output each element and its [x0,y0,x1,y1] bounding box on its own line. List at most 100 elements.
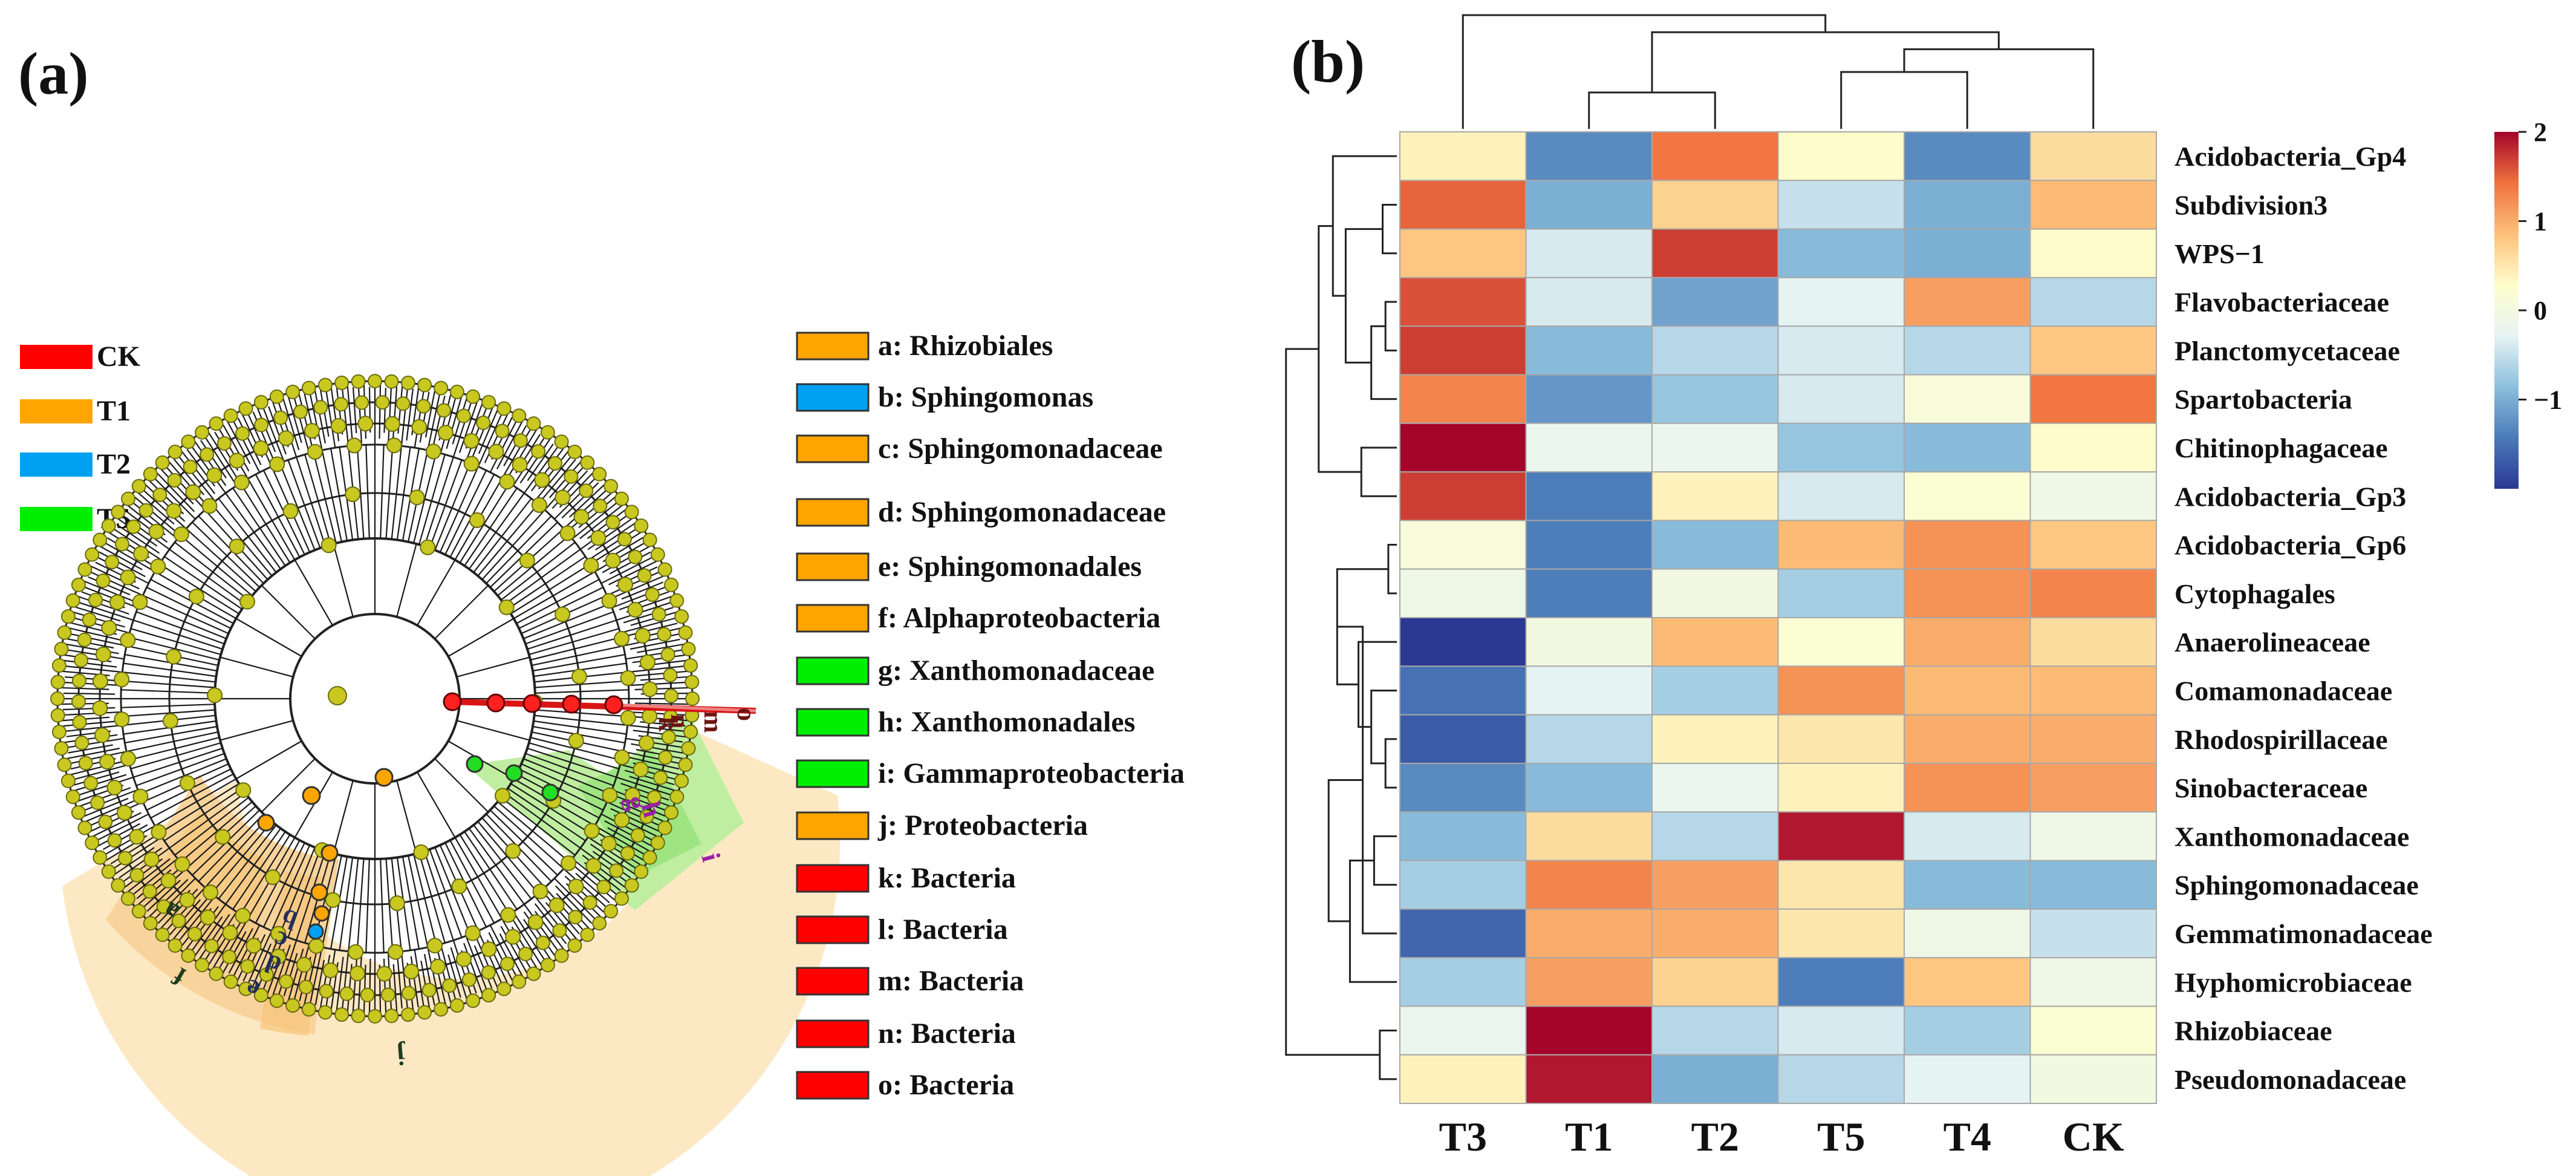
node-f [302,786,321,805]
tree-node [60,609,76,624]
tree-node [278,430,294,446]
row-dendrogram-link [1382,203,1397,255]
tree-node [420,539,436,555]
column-label-ck: CK [2063,1114,2124,1160]
tree-node [319,984,334,999]
tree-node [481,394,496,410]
clade-highlight-h [577,750,701,877]
row-dendrogram-link [1384,738,1397,789]
tree-node [451,878,467,895]
taxon-label-f: f: Alphaproteobacteria [878,602,1160,634]
tree-node [151,824,167,840]
tree-node [185,484,201,500]
node-o [604,695,623,714]
node-h [505,764,523,782]
heat-cell-cytophagales-ck [2029,568,2157,619]
tree-node [376,965,392,982]
tree-node [273,410,288,425]
row-label-anaerolineaceae: Anaerolineaceae [2174,627,2370,658]
heat-cell-pseudomonadaceae-t5 [1777,1054,1905,1104]
tree-node [602,787,618,803]
tree-node [438,425,454,441]
tree-node [449,384,464,399]
legend-label-t2: T2 [97,448,131,480]
tree-node [535,935,550,950]
clade-letter-k: k [653,717,683,732]
heat-cell-xanthomonadaceae-t4 [1904,811,2031,861]
heat-cell-spartobacteria-t2 [1651,374,1779,424]
heat-cell-flavobacteriaceae-t2 [1651,276,1779,327]
tree-node [384,1008,399,1024]
tree-node [222,924,238,941]
tree-node [181,948,196,963]
legend-label-ck: CK [97,341,140,373]
tree-node [317,377,333,393]
heat-cell-subdivision3-ck [2029,180,2157,230]
tree-node [547,456,562,471]
tree-node [561,855,577,871]
tree-node [334,375,350,390]
tree-node [116,805,132,821]
tree-node [206,467,223,483]
tree-node [639,809,654,824]
row-label-acidobacteria-gp6: Acidobacteria_Gp6 [2174,530,2406,561]
tree-node [54,641,69,656]
tree-node [203,884,219,901]
tree-node [476,415,491,430]
tree-node [360,987,375,1002]
tree-node [229,452,245,469]
tree-node [299,979,313,995]
tree-node [657,627,672,642]
tree-node [101,864,116,879]
scale-tick-label: 0 [2534,296,2547,325]
tree-node [155,455,170,470]
heat-cell-spartobacteria-ck [2029,374,2157,424]
tree-node [50,691,65,706]
tree-node [166,648,182,665]
tree-node [617,532,632,547]
tree-node [111,878,126,893]
tree-node [83,776,99,791]
heat-cell-sphingomonadaceae-ck [2029,860,2157,910]
tree-node [481,988,496,1003]
tree-node [375,395,390,410]
tree-node [531,444,546,459]
tree-node [481,941,497,958]
tree-node [664,688,678,704]
tree-node [660,647,675,662]
tree-node [357,416,374,432]
node-k [443,692,462,711]
heatmap-column-labels: T3 T1 T2 T5 T4 CK [1439,1114,2124,1160]
taxon-label-b: b: Sphingomonas [878,381,1093,413]
heat-cell-sinobacteraceae-t2 [1651,762,1779,813]
tree-node [639,735,655,751]
heat-cell-hyphomicrobiaceae-t1 [1525,957,1653,1007]
heat-cell-rhodospirillaceae-t2 [1651,714,1779,764]
biomarker-nodes [257,692,756,940]
tree-node [270,949,287,965]
tree-node [156,899,171,914]
heat-cell-flavobacteriaceae-t1 [1525,276,1653,327]
heat-cell-acidobacteria-gp6-ck [2029,520,2157,570]
tree-node [317,1005,333,1020]
tree-node [152,488,168,502]
tree-node [601,593,617,609]
tree-node [642,850,657,865]
tree-node [77,562,93,577]
legend-swatch-t5 [20,507,93,531]
row-dendrogram-link [1370,689,1397,765]
tree-node [209,966,224,981]
tree-node [78,756,93,771]
tree-node [496,981,512,996]
tree-node [105,555,120,570]
taxon-swatch-n [796,1019,870,1048]
taxon-swatch-d [796,498,870,527]
tree-node [584,823,600,839]
heat-cell-spartobacteria-t3 [1399,374,1527,424]
tree-node [120,569,136,586]
column-dendrogram-link [1840,71,1968,129]
taxon-label-k: k: Bacteria [878,862,1016,894]
tree-node [60,773,76,788]
tree-node [614,630,630,647]
